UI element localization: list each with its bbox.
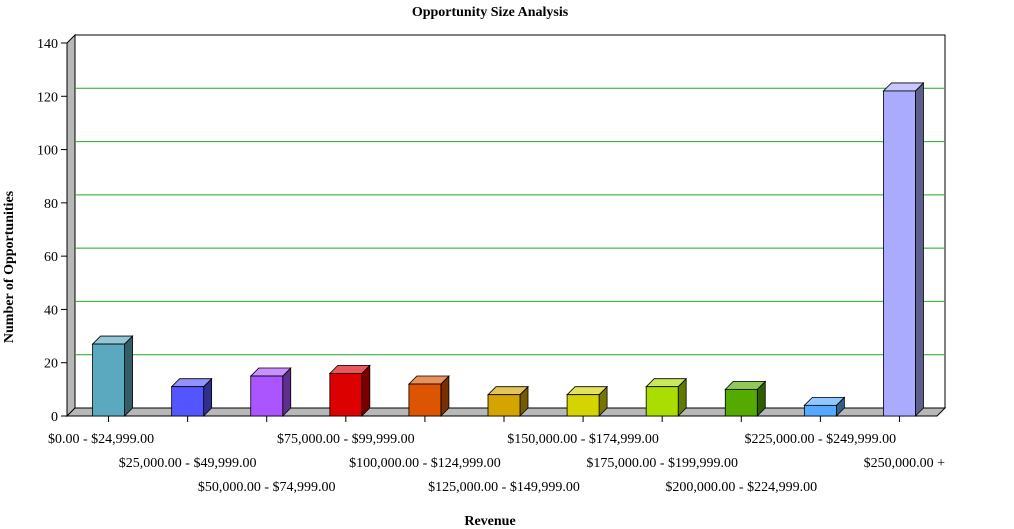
bar-side: [124, 335, 133, 417]
bar: [724, 388, 758, 417]
y-tick-label: 120: [37, 90, 58, 105]
x-category-label: $125,000.00 - $149,999.00: [428, 480, 580, 495]
x-category-label: $250,000.00 +: [864, 456, 946, 471]
y-tick-label: 40: [44, 303, 58, 318]
bar: [566, 394, 600, 417]
x-axis-label: Revenue: [464, 514, 515, 529]
x-category-label: $0.00 - $24,999.00: [48, 432, 154, 447]
x-category-label: $225,000.00 - $249,999.00: [745, 432, 897, 447]
x-category-label: $25,000.00 - $49,999.00: [119, 456, 257, 471]
bar: [171, 386, 205, 417]
x-category-label: $200,000.00 - $224,999.00: [665, 480, 817, 495]
back-wall: [74, 34, 946, 409]
bar-side: [915, 81, 924, 417]
y-tick-label: 100: [37, 144, 58, 159]
x-category-label: $75,000.00 - $99,999.00: [277, 432, 415, 447]
plot-area: 0 20 40 60 80 100 120 140 $0.00 - $24,999.00 $25,…: [37, 33, 947, 495]
x-category-label: $175,000.00 - $199,999.00: [586, 456, 738, 471]
y-tick-label: 20: [44, 357, 58, 372]
y-tick-label: 80: [44, 197, 58, 212]
y-tick-label: 0: [51, 410, 58, 425]
y-tick-label: 140: [37, 37, 58, 52]
bar: [250, 375, 284, 417]
bar: [645, 386, 679, 417]
left-wall: [66, 33, 76, 418]
y-tick-label: 60: [44, 250, 58, 265]
y-axis-label: Number of Opportunities: [2, 190, 17, 343]
bar-side: [361, 364, 371, 417]
chart-title: Opportunity Size Analysis: [412, 5, 569, 20]
bar: [803, 404, 837, 417]
bar: [487, 394, 521, 417]
x-category-label: $50,000.00 - $74,999.00: [198, 480, 336, 495]
bar: [329, 372, 363, 417]
x-category-label: $100,000.00 - $124,999.00: [349, 456, 501, 471]
bar: [92, 343, 125, 417]
x-category-label: $150,000.00 - $174,999.00: [507, 432, 659, 447]
bar: [883, 90, 916, 417]
bar: [408, 383, 442, 417]
